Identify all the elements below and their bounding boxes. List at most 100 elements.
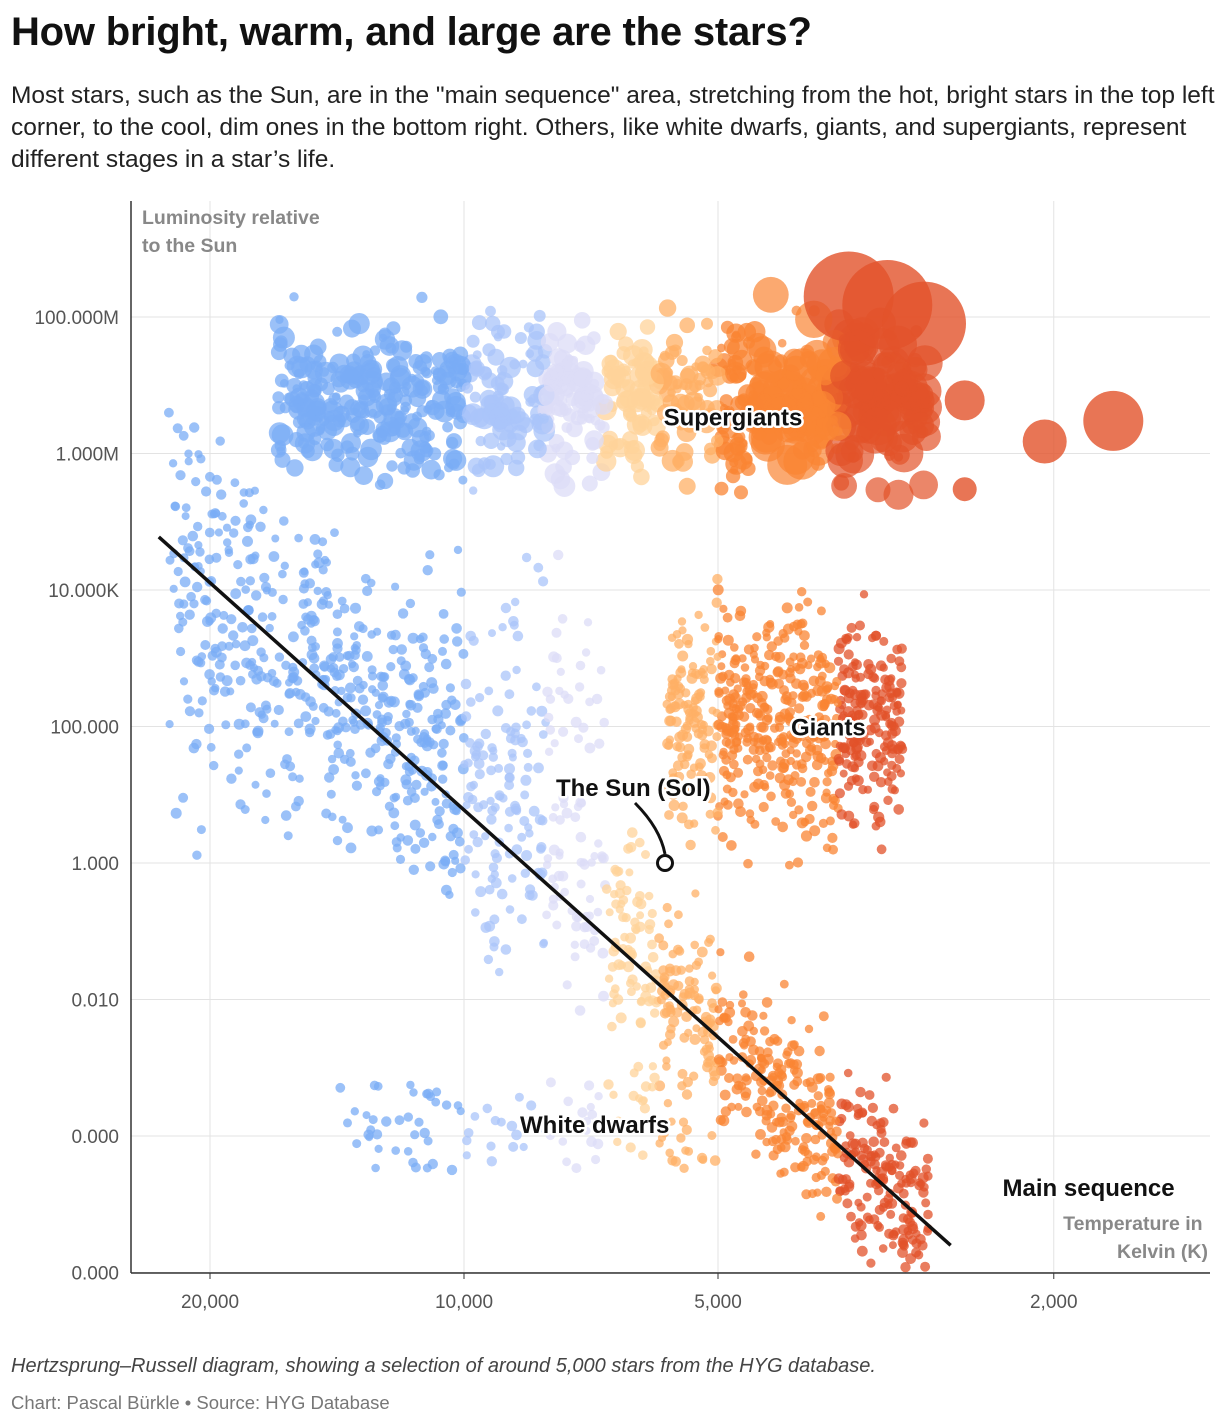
star-point: [291, 801, 301, 812]
giant-point: [729, 744, 739, 755]
star-point: [235, 799, 246, 810]
white-dwarf-point: [665, 1148, 674, 1158]
star-point: [175, 470, 186, 481]
star-point: [558, 792, 569, 804]
star-point: [654, 1080, 666, 1092]
star-point: [512, 806, 522, 816]
star-point: [738, 999, 746, 1008]
annotation-label: The Sun (Sol): [556, 775, 711, 802]
star-point: [597, 947, 609, 959]
star-point: [281, 660, 291, 670]
white-dwarf-point: [625, 1142, 636, 1153]
star-point: [270, 719, 279, 728]
white-dwarf-point: [374, 1144, 383, 1153]
supergiant-point: [431, 375, 442, 385]
star-point: [690, 940, 699, 950]
giant-point: [765, 771, 775, 780]
star-point: [189, 422, 200, 433]
supergiant-point: [626, 440, 640, 455]
star-point: [223, 538, 232, 547]
giant-point: [706, 646, 716, 656]
supergiant-point: [354, 466, 374, 485]
star-point: [184, 449, 193, 458]
star-point: [772, 1036, 783, 1046]
star-point: [508, 753, 517, 762]
y-tick-label: 0.000: [71, 1127, 119, 1148]
star-point: [245, 702, 256, 713]
star-point: [204, 669, 215, 680]
star-point: [713, 1054, 725, 1065]
star-point: [525, 829, 534, 838]
star-point: [574, 682, 585, 692]
star-point: [271, 534, 280, 543]
white-dwarf-point: [506, 1120, 518, 1132]
star-point: [500, 944, 512, 955]
star-point: [570, 940, 579, 949]
star-point: [647, 939, 657, 950]
giant-point: [842, 723, 852, 734]
star-point: [768, 1150, 779, 1161]
star-point: [846, 1211, 856, 1222]
star-point: [557, 614, 568, 624]
star-point: [328, 812, 337, 822]
star-point: [342, 692, 353, 703]
star-point: [504, 772, 514, 783]
star-point: [779, 979, 789, 989]
star-point: [342, 822, 353, 834]
giant-point: [781, 602, 793, 614]
star-point: [536, 705, 548, 717]
star-point: [332, 643, 343, 654]
giant-point: [887, 728, 898, 739]
star-point: [500, 670, 511, 681]
supergiant-point: [609, 322, 627, 341]
star-point: [316, 598, 328, 610]
supergiant-point: [675, 419, 687, 431]
giant-point: [712, 584, 724, 596]
star-point: [420, 729, 430, 739]
giant-point: [789, 810, 798, 820]
star-point: [205, 471, 215, 482]
giant-point: [799, 716, 810, 727]
supergiant-point: [528, 439, 547, 459]
star-point: [608, 999, 618, 1008]
giant-point: [797, 691, 808, 703]
star-point: [452, 636, 463, 647]
star-point: [388, 644, 398, 655]
giant-point: [869, 801, 880, 812]
supergiant-point: [626, 391, 648, 413]
star-point: [594, 738, 605, 749]
white-dwarf-point: [679, 1163, 689, 1174]
giant-point: [883, 795, 893, 805]
star-point: [813, 1188, 822, 1197]
star-point: [464, 844, 473, 854]
giant-point: [704, 772, 716, 783]
giant-point: [705, 809, 715, 819]
supergiant-point: [700, 364, 716, 379]
star-point: [265, 623, 274, 633]
star-point: [332, 627, 342, 637]
star-point: [898, 1240, 908, 1250]
giant-point: [805, 732, 817, 744]
star-point: [404, 717, 414, 728]
supergiant-point: [637, 418, 649, 429]
supergiant-point: [594, 419, 606, 431]
white-dwarf-point: [470, 1112, 480, 1121]
star-point: [300, 692, 311, 702]
star-point: [300, 711, 312, 722]
star-point: [273, 704, 284, 716]
supergiant-point: [573, 312, 591, 329]
star-point: [428, 683, 439, 694]
star-point: [179, 677, 189, 686]
supergiant-point: [907, 412, 935, 439]
giant-point: [822, 788, 831, 797]
star-point: [251, 780, 260, 789]
supergiant-point: [655, 433, 665, 442]
giant-point: [734, 704, 744, 714]
white-dwarf-point: [582, 1126, 591, 1135]
star-point: [288, 631, 299, 643]
supergiant-point: [514, 332, 527, 344]
white-dwarf-point: [609, 1090, 618, 1100]
giant-point: [674, 638, 684, 649]
giant-point: [843, 649, 854, 660]
giant-point: [804, 661, 813, 670]
